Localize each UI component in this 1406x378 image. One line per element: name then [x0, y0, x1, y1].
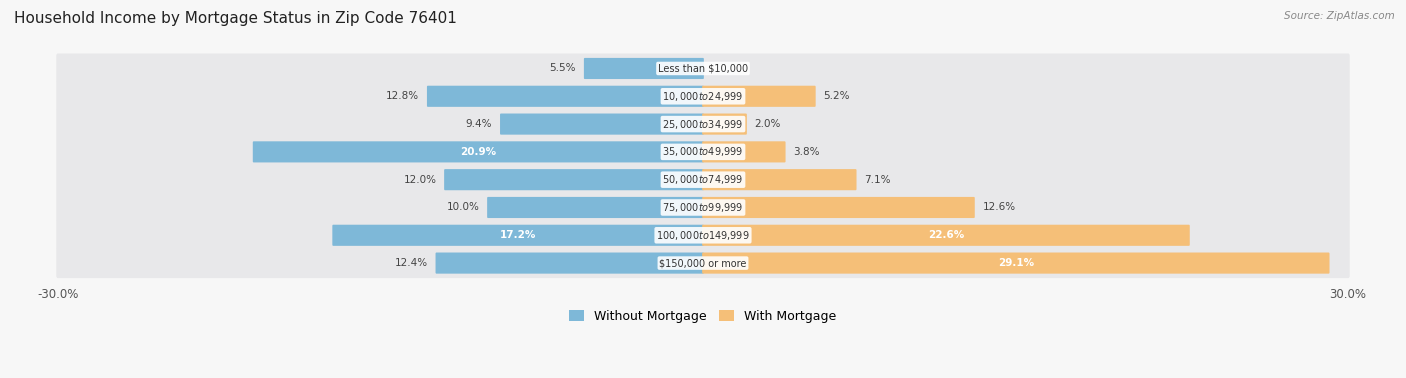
- Text: $75,000 to $99,999: $75,000 to $99,999: [662, 201, 744, 214]
- Legend: Without Mortgage, With Mortgage: Without Mortgage, With Mortgage: [564, 305, 842, 328]
- Text: $150,000 or more: $150,000 or more: [659, 258, 747, 268]
- Text: 5.5%: 5.5%: [550, 64, 576, 73]
- Text: 29.1%: 29.1%: [998, 258, 1033, 268]
- FancyBboxPatch shape: [56, 248, 1350, 278]
- FancyBboxPatch shape: [436, 253, 704, 274]
- FancyBboxPatch shape: [702, 169, 856, 190]
- FancyBboxPatch shape: [501, 113, 704, 135]
- FancyBboxPatch shape: [702, 197, 974, 218]
- Text: $35,000 to $49,999: $35,000 to $49,999: [662, 146, 744, 158]
- Text: $50,000 to $74,999: $50,000 to $74,999: [662, 173, 744, 186]
- Text: 3.8%: 3.8%: [793, 147, 820, 157]
- Text: 2.0%: 2.0%: [755, 119, 780, 129]
- FancyBboxPatch shape: [56, 137, 1350, 167]
- FancyBboxPatch shape: [702, 113, 747, 135]
- Text: $100,000 to $149,999: $100,000 to $149,999: [657, 229, 749, 242]
- FancyBboxPatch shape: [583, 58, 704, 79]
- Text: $10,000 to $24,999: $10,000 to $24,999: [662, 90, 744, 103]
- FancyBboxPatch shape: [486, 197, 704, 218]
- Text: 22.6%: 22.6%: [928, 230, 965, 240]
- FancyBboxPatch shape: [702, 141, 786, 163]
- Text: 12.4%: 12.4%: [395, 258, 427, 268]
- Text: 17.2%: 17.2%: [501, 230, 536, 240]
- Text: Household Income by Mortgage Status in Zip Code 76401: Household Income by Mortgage Status in Z…: [14, 11, 457, 26]
- Text: 12.0%: 12.0%: [404, 175, 436, 185]
- FancyBboxPatch shape: [427, 86, 704, 107]
- Text: Less than $10,000: Less than $10,000: [658, 64, 748, 73]
- Text: 20.9%: 20.9%: [460, 147, 496, 157]
- FancyBboxPatch shape: [56, 53, 1350, 84]
- FancyBboxPatch shape: [56, 220, 1350, 250]
- Text: 10.0%: 10.0%: [447, 203, 479, 212]
- FancyBboxPatch shape: [444, 169, 704, 190]
- FancyBboxPatch shape: [56, 192, 1350, 223]
- Text: 9.4%: 9.4%: [465, 119, 492, 129]
- FancyBboxPatch shape: [56, 165, 1350, 195]
- Text: 12.6%: 12.6%: [983, 203, 1015, 212]
- FancyBboxPatch shape: [702, 253, 1330, 274]
- FancyBboxPatch shape: [56, 81, 1350, 111]
- Text: Source: ZipAtlas.com: Source: ZipAtlas.com: [1284, 11, 1395, 21]
- FancyBboxPatch shape: [702, 225, 1189, 246]
- FancyBboxPatch shape: [56, 109, 1350, 139]
- Text: 12.8%: 12.8%: [387, 91, 419, 101]
- FancyBboxPatch shape: [702, 86, 815, 107]
- FancyBboxPatch shape: [253, 141, 704, 163]
- Text: 5.2%: 5.2%: [824, 91, 849, 101]
- Text: $25,000 to $34,999: $25,000 to $34,999: [662, 118, 744, 130]
- Text: 7.1%: 7.1%: [865, 175, 891, 185]
- FancyBboxPatch shape: [332, 225, 704, 246]
